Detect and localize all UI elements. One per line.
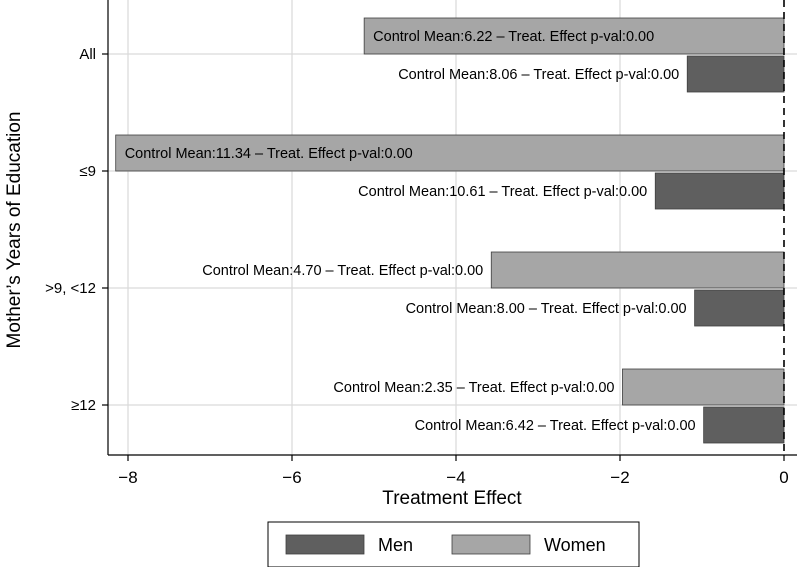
x-tick-label: −2 (610, 468, 629, 487)
legend-swatch-women (451, 534, 531, 555)
ticks: −8 −6 −4 −2 0 All ≤9 >9, <12 ≥12 (45, 46, 789, 487)
bars: Control Mean:6.22 – Treat. Effect p-val:… (115, 17, 785, 444)
legend-label-men: Men (378, 535, 413, 555)
y-category-label: ≥12 (71, 397, 96, 414)
legend-swatch-men (285, 534, 365, 555)
bar-label-men-2: Control Mean:8.00 – Treat. Effect p-val:… (406, 301, 687, 317)
bar-women-2 (490, 251, 785, 289)
x-axis-title: Treatment Effect (382, 488, 522, 509)
bar-label-women-3: Control Mean:2.35 – Treat. Effect p-val:… (333, 380, 614, 396)
bar-women-0 (363, 17, 785, 55)
y-category-label: All (79, 46, 96, 63)
x-tick-label: −4 (446, 468, 465, 487)
bar-label-women-1: Control Mean:11.34 – Treat. Effect p-val… (125, 146, 413, 162)
bar-label-women-0: Control Mean:6.22 – Treat. Effect p-val:… (373, 29, 654, 45)
bar-label-men-1: Control Mean:10.61 – Treat. Effect p-val… (358, 184, 647, 200)
x-tick-label: −6 (282, 468, 301, 487)
axes (107, 0, 797, 456)
bar-label-men-0: Control Mean:8.06 – Treat. Effect p-val:… (398, 67, 679, 83)
legend: Men Women (267, 521, 640, 567)
bar-label-women-2: Control Mean:4.70 – Treat. Effect p-val:… (202, 263, 483, 279)
bar-women-3 (622, 368, 785, 406)
bar-men-1 (654, 172, 785, 210)
bar-label-men-3: Control Mean:6.42 – Treat. Effect p-val:… (415, 418, 696, 434)
y-axis-title: Mother’s Years of Education (4, 112, 25, 349)
bar-women-1 (115, 134, 785, 172)
y-category-label: ≤9 (79, 163, 96, 180)
bar-men-2 (694, 289, 785, 327)
x-tick-label: 0 (779, 468, 788, 487)
bar-men-3 (703, 406, 785, 444)
x-tick-label: −8 (118, 468, 137, 487)
bar-men-0 (686, 55, 785, 93)
y-category-label: >9, <12 (45, 280, 96, 297)
legend-label-women: Women (544, 535, 606, 555)
